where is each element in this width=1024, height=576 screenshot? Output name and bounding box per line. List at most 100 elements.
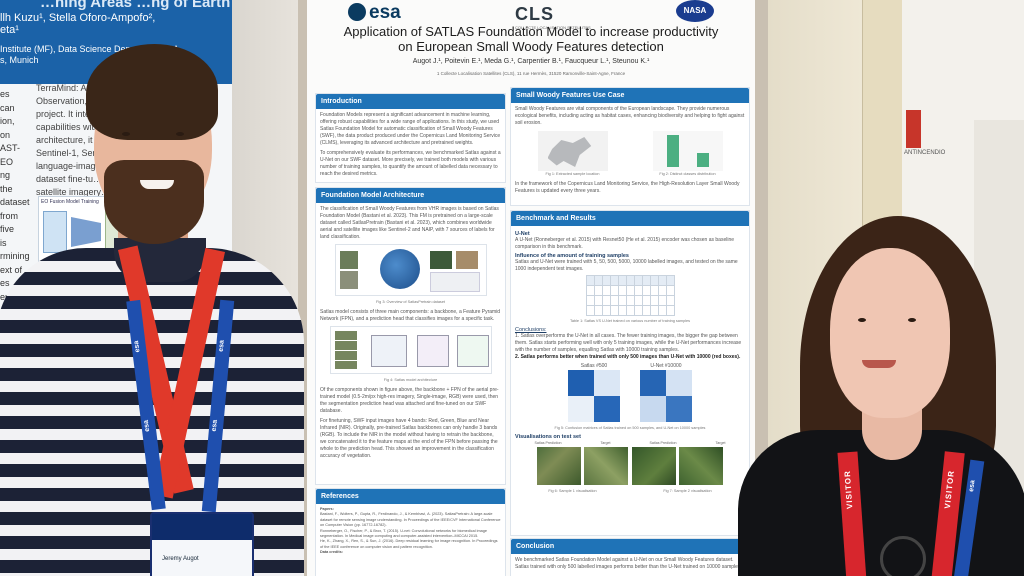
unet-text: A U-Net (Ronneberger et al. 2015) with R… (515, 237, 735, 250)
section-heading: Conclusion (511, 539, 749, 554)
diagram-caption: EO Fusion Model Training (41, 199, 99, 205)
section-heading: Benchmark and Results (511, 211, 749, 226)
man-beard (104, 160, 204, 244)
lanyard-esa-text: esa (210, 419, 219, 432)
section-body: The classification of Small Woody Featur… (316, 203, 505, 463)
section-heading: Foundation Model Architecture (316, 188, 505, 203)
authors-line-1: llh Kuzu¹, Stella Oforo-Ampofo², (0, 12, 156, 24)
cls-logo-text: CLS (515, 4, 554, 24)
woman-right-eye (908, 318, 916, 322)
model-architecture-figure (329, 326, 492, 374)
architecture-paragraph-4: For finetuning, SWF input images have 4 … (320, 418, 498, 459)
left-poster-fragment: es (0, 278, 10, 288)
section-introduction: Introduction Foundation Models represent… (315, 93, 506, 183)
left-poster-title: …ning Areas …ng of Earth (40, 0, 231, 11)
left-poster-fragment: is (0, 237, 7, 248)
vis-header-4: Target (715, 441, 726, 445)
section-architecture: Foundation Model Architecture The classi… (315, 187, 506, 485)
visitor-text: VISITOR (942, 469, 956, 510)
badge-header (152, 514, 252, 540)
reference-1: Bastani, F., Wolters, P., Gupta, R., Fer… (320, 512, 501, 528)
references-data-credits-label: Data credits: (320, 550, 344, 555)
lanyard-esa-text: esa (967, 479, 977, 493)
man-smile (140, 180, 174, 189)
unet-subheading: U-Net (515, 231, 530, 237)
visualisation-captions: Fig 6: Sample 1 visualisation Fig 7: Sam… (515, 488, 745, 495)
left-poster-fragment: can (0, 102, 15, 113)
section-heading: Introduction (316, 94, 505, 109)
visualisations-subheading: Visualisations on test set (515, 434, 581, 440)
results-table (585, 275, 675, 316)
left-poster-fragment: the (0, 183, 13, 194)
vis-header-1: Satlas Prediction (534, 441, 562, 445)
influence-subheading: Influence of the amount of training samp… (515, 253, 629, 259)
influence-text: Satlas and U-Net were trained with 5, 50… (515, 259, 738, 272)
cm-unet-title: U-Net #10000 (650, 363, 682, 369)
figure-1-caption: Fig 1: Extracted sample location (545, 172, 600, 176)
poster-affiliation: 1 Collecte Localisation Satellites (CLS)… (436, 71, 626, 76)
left-poster-fragment: rmining (0, 251, 30, 261)
poster-title-line-1: Application of SATLAS Foundation Model t… (343, 24, 719, 39)
section-benchmark: Benchmark and Results U-Net A U-Net (Ron… (510, 210, 750, 536)
architecture-paragraph-1: The classification of Small Woody Featur… (320, 206, 499, 240)
fire-sign (906, 110, 921, 148)
europe-map-figure: Fig 1: Extracted sample location (537, 131, 608, 178)
man-presenter: esa esa esa esa Jeremy Augot (0, 0, 320, 576)
section-body: Small Woody Features are vital component… (511, 103, 749, 198)
poster-title-line-2: on European Small Woody Features detecti… (398, 39, 664, 54)
lanyard-esa-text: esa (142, 419, 152, 433)
section-conclusion: Conclusion We benchmarked Satlas Foundat… (510, 538, 750, 576)
reference-2: Ronneberger, O., Fischer, P., & Brox, T.… (320, 528, 488, 539)
affiliation-line-1: Institute (MF), Data Science Department … (0, 44, 180, 54)
left-poster-fragment: AST-EO (0, 143, 21, 167)
architecture-paragraph-2: Satlas model consists of three main comp… (320, 309, 501, 322)
conclusions-label: Conclusions: (515, 327, 547, 333)
class-distribution-figure: Fig 2: Distinct classes distribution (652, 131, 723, 178)
cls-logo: CLS COLLECTE LOCALISATION SATELLITES (515, 4, 591, 30)
left-poster-authors: llh Kuzu¹, Stella Oforo-Ampofo², eta¹ (0, 12, 155, 36)
hanging-glasses (880, 536, 926, 576)
affiliation-line-2: s, Munich (0, 54, 39, 65)
left-poster-affiliation: Institute (MF), Data Science Department … (0, 44, 179, 66)
vis-header-3: Satlas Prediction (649, 441, 677, 445)
conclusion-2: 2. Satlas performs better when trained w… (515, 354, 741, 360)
badge-name: Jeremy Augot (162, 556, 199, 562)
figure-6-caption: Fig 6: Sample 1 visualisation (548, 489, 597, 493)
figure-5-caption: Fig 5: Confusion matrices of Satlas trai… (554, 426, 706, 430)
visitor-text: VISITOR (842, 469, 855, 510)
section-heading: References (316, 489, 505, 504)
fire-sign-text: ANTINCENDIO (904, 150, 946, 156)
man-left-eye (122, 132, 130, 136)
left-poster-fragment: ion, (0, 116, 15, 126)
confusion-matrix-unet: U-Net #10000 (630, 363, 702, 425)
section-heading: Small Woody Features Use Case (511, 88, 749, 103)
woman-smile (862, 360, 896, 368)
confusion-matrix-satlas: Satlas #500 (558, 363, 630, 425)
conclusion-1-text: Satlas overperforms the U-Net in all cas… (515, 333, 742, 353)
figure-3-caption: Fig 3: Overview of SatlasPretrain datase… (375, 300, 445, 304)
lanyard-esa-text: esa (133, 340, 142, 353)
cm-satlas-title: Satlas #500 (580, 363, 608, 369)
intro-paragraph-1: Foundation Models represent a significan… (320, 112, 501, 146)
left-poster-column-fragments: es can ion, on AST-EO ng the dataset from five is… (0, 88, 30, 304)
esa-logo-text: esa (369, 2, 401, 23)
man-right-eye (176, 132, 184, 136)
authors-line-2: eta¹ (0, 24, 19, 36)
table-1-caption: Table 1: Satlas VS U-Net trained on vari… (569, 319, 691, 323)
woman-left-eye (858, 318, 866, 322)
left-poster-fragment: ext of (0, 264, 23, 275)
figure-7-caption: Fig 7: Sample 2 visualisation (663, 489, 712, 493)
poster-title: Application of SATLAS Foundation Model t… (328, 24, 734, 54)
conclusion-1: 1. Satlas overperforms the U-Net in all … (515, 333, 742, 353)
left-poster-fragment: ng (0, 170, 11, 180)
visualisation-headers: Satlas Prediction Target Satlas Predicti… (515, 440, 745, 447)
architecture-paragraph-3: Of the components shown in figure above,… (320, 387, 499, 414)
nasa-logo: NASA (676, 0, 714, 22)
left-poster-fragment: from five (0, 210, 18, 235)
section-use-case: Small Woody Features Use Case Small Wood… (510, 87, 750, 206)
section-body: U-Net A U-Net (Ronneberger et al. 2015) … (511, 226, 749, 498)
visualisation-tiles (515, 447, 745, 488)
figure-4-caption: Fig 4: Satlas model architecture (383, 378, 438, 382)
satlaspretrain-figure (334, 244, 487, 296)
